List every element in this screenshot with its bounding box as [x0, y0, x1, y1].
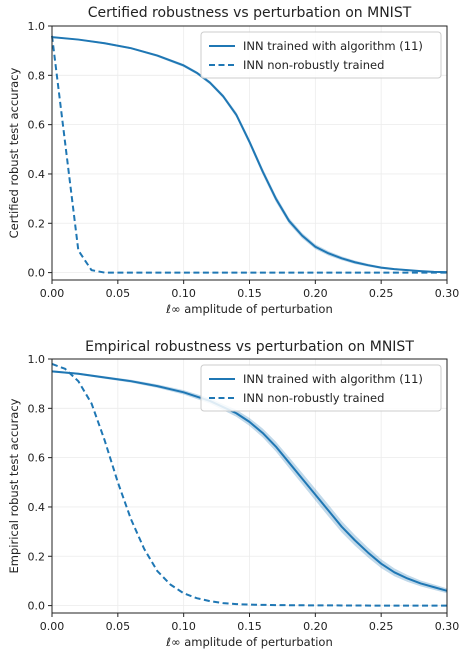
y-axis-label: Certified robust test accuracy: [7, 67, 21, 238]
legend: INN trained with algorithm (11) INN non-r…: [200, 364, 442, 412]
legend-label-2: INN non-robustly trained: [243, 391, 384, 405]
x-tick-label: 0.25: [369, 287, 394, 300]
y-tick-label: 0.4: [28, 501, 46, 514]
confidence-band-1: [52, 370, 447, 594]
x-tick-label: 0.00: [40, 620, 65, 633]
series-line-1: [51, 36, 448, 274]
chart-panel-1: 0.00 0.05 0.10 0.15 0.20 0.25 0.30 0.0 0.2 0.4 0.6…: [7, 5, 459, 316]
legend-label-2: INN non-robustly trained: [243, 58, 384, 72]
x-tick-label: 0.15: [237, 620, 262, 633]
y-tick-label: 0.2: [28, 217, 46, 230]
x-tick-label: 0.15: [237, 287, 262, 300]
x-tick-label: 0.30: [435, 620, 460, 633]
y-tick-label: 0.6: [28, 119, 46, 132]
y-tick-label: 0.6: [28, 452, 46, 465]
x-tick-label: 0.20: [303, 620, 328, 633]
y-axis-label: Empirical robust test accuracy: [7, 398, 21, 573]
y-tick-label: 0.4: [28, 168, 46, 181]
series-line-2: [51, 362, 447, 607]
legend-box: [200, 364, 442, 412]
x-tick-label: 0.10: [171, 287, 196, 300]
x-tick-label: 0.05: [106, 287, 131, 300]
x-tick-label: 0.00: [40, 287, 65, 300]
y-tick-label: 0.2: [28, 550, 46, 563]
chart-panel-2: 0.00 0.05 0.10 0.15 0.20 0.25 0.30 0.0 0.2 0.4 0.6…: [7, 339, 459, 649]
x-tick-label: 0.05: [106, 620, 131, 633]
series-line-1: [51, 370, 448, 592]
chart-title: Certified robustness vs perturbation on …: [88, 5, 412, 21]
y-tick-label: 0.0: [28, 600, 46, 613]
legend: INN trained with algorithm (11) INN non-r…: [200, 31, 442, 79]
y-tick-label: 0.8: [28, 69, 46, 82]
legend-box: [200, 31, 442, 79]
x-axis-label: ℓ∞ amplitude of perturbation: [165, 635, 333, 649]
x-tick-label: 0.25: [369, 620, 394, 633]
legend-label-1: INN trained with algorithm (11): [243, 39, 423, 53]
x-axis-label: ℓ∞ amplitude of perturbation: [165, 302, 333, 316]
series-line-2: [51, 35, 447, 274]
legend-label-1: INN trained with algorithm (11): [243, 372, 423, 386]
y-tick-label: 1.0: [28, 353, 46, 366]
y-tick-label: 1.0: [28, 20, 46, 33]
x-tick-label: 0.10: [171, 620, 196, 633]
y-tick-label: 0.0: [28, 267, 46, 280]
chart-title: Empirical robustness vs perturbation on …: [85, 339, 414, 355]
x-tick-label: 0.30: [435, 287, 460, 300]
x-tick-label: 0.20: [303, 287, 328, 300]
y-tick-label: 0.8: [28, 402, 46, 415]
